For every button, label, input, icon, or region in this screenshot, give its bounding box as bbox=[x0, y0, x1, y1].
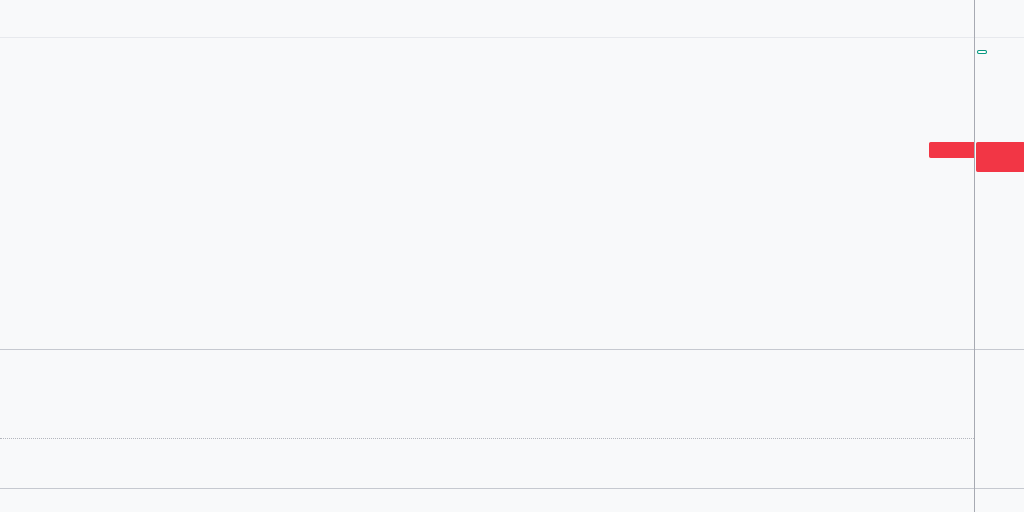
time-axis[interactable] bbox=[0, 489, 974, 512]
last-price-badge bbox=[976, 142, 1024, 172]
price-pane[interactable] bbox=[0, 37, 974, 349]
price-axis-line bbox=[974, 0, 975, 512]
time-axis-line bbox=[0, 488, 1024, 489]
macd-pane[interactable] bbox=[0, 350, 974, 488]
indicator-legend[interactable] bbox=[8, 351, 43, 365]
high-price-badge bbox=[977, 50, 987, 54]
symbol-price-tag bbox=[929, 142, 974, 158]
upper-pane-separator bbox=[0, 37, 1024, 38]
macd-pane-separator[interactable] bbox=[0, 349, 1024, 350]
macd-zero-line bbox=[0, 438, 974, 439]
price-axis[interactable] bbox=[975, 0, 1024, 512]
